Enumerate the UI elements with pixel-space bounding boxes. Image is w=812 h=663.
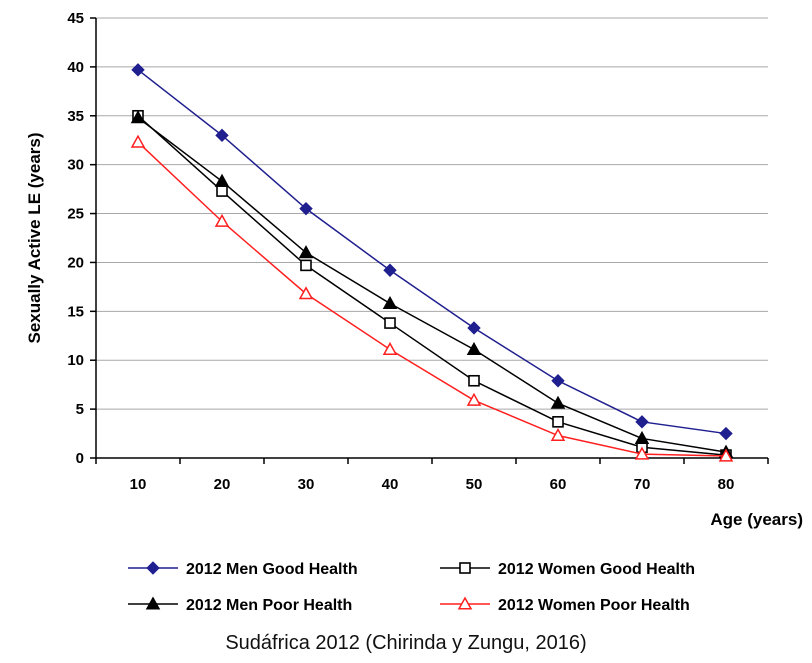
legend-marker — [146, 561, 160, 575]
data-point — [384, 317, 396, 329]
series-4 — [130, 134, 734, 462]
data-point — [635, 415, 649, 429]
line-chart: 0 5 10 15 20 25 30 35 40 45 10 20 30 40 50 60 70 80 Sexu… — [25, 10, 803, 614]
series-line — [137, 115, 727, 456]
series-group — [130, 63, 734, 462]
data-point — [466, 392, 482, 406]
x-tick-label: 30 — [298, 476, 315, 493]
data-point — [634, 446, 650, 460]
data-point — [130, 134, 146, 148]
data-point — [382, 295, 398, 310]
x-tick-label: 50 — [466, 476, 483, 493]
y-tick-label: 25 — [67, 206, 84, 223]
data-point — [468, 374, 480, 387]
series-line — [137, 141, 727, 457]
legend-item-3: 2012 Men Poor Health — [128, 596, 352, 614]
data-point — [718, 448, 734, 462]
axes — [90, 17, 769, 464]
data-point — [634, 430, 650, 444]
figure-caption: Sudáfrica 2012 (Chirinda y Zungu, 2016) — [225, 632, 587, 654]
data-point — [550, 395, 566, 409]
data-point — [298, 245, 314, 259]
data-point — [551, 374, 565, 388]
gridlines — [96, 17, 768, 410]
y-tick-label: 40 — [67, 59, 84, 76]
legend-marker — [457, 596, 473, 610]
data-point — [467, 321, 481, 335]
legend-label: 2012 Women Good Health — [498, 561, 695, 578]
series-1 — [131, 63, 733, 441]
legend: 2012 Men Good Health 2012 Women Good Heal… — [128, 561, 695, 614]
data-point — [719, 426, 733, 441]
legend-label: 2012 Women Poor Health — [498, 597, 690, 614]
data-point — [383, 263, 397, 277]
x-tick-label: 70 — [634, 476, 651, 493]
y-tick-labels: 0 5 10 15 20 25 30 35 40 45 — [67, 10, 84, 467]
data-point — [216, 185, 228, 197]
data-point — [130, 110, 146, 124]
data-point — [300, 259, 312, 272]
y-tick-label: 35 — [67, 108, 84, 125]
data-point — [131, 63, 145, 77]
series-3 — [130, 110, 734, 458]
x-tick-label: 40 — [382, 476, 399, 493]
data-point — [215, 128, 229, 143]
y-axis-title: Sexually Active LE (years) — [25, 132, 44, 343]
data-point — [550, 427, 566, 442]
data-point — [552, 416, 564, 428]
legend-item-1: 2012 Men Good Health — [128, 561, 358, 578]
legend-label: 2012 Men Good Health — [186, 561, 358, 578]
legend-item-4: 2012 Women Poor Health — [440, 596, 690, 614]
x-tick-label: 10 — [130, 476, 147, 493]
x-axis-title: Age (years) — [710, 510, 803, 529]
data-point — [298, 286, 314, 300]
series-line — [137, 69, 727, 435]
legend-marker — [459, 562, 471, 574]
legend-item-2: 2012 Women Good Health — [440, 561, 695, 578]
x-tick-label: 80 — [718, 476, 735, 493]
y-tick-label: 20 — [67, 254, 84, 271]
series-2 — [132, 109, 732, 461]
x-tick-labels: 10 20 30 40 50 60 70 80 — [130, 476, 735, 493]
data-point — [466, 341, 482, 356]
y-tick-label: 45 — [67, 10, 84, 27]
y-tick-label: 15 — [67, 303, 84, 320]
data-point — [382, 341, 398, 356]
data-point — [299, 201, 313, 216]
x-tick-label: 20 — [214, 476, 231, 493]
legend-label: 2012 Men Poor Health — [186, 597, 352, 614]
y-tick-label: 5 — [76, 401, 84, 418]
y-tick-label: 10 — [67, 352, 84, 369]
series-line — [137, 117, 727, 453]
data-point — [214, 213, 230, 227]
legend-marker — [145, 596, 161, 610]
x-tick-label: 60 — [550, 476, 567, 493]
y-tick-label: 30 — [67, 157, 84, 174]
y-tick-label: 0 — [76, 450, 84, 467]
data-point — [214, 173, 230, 187]
